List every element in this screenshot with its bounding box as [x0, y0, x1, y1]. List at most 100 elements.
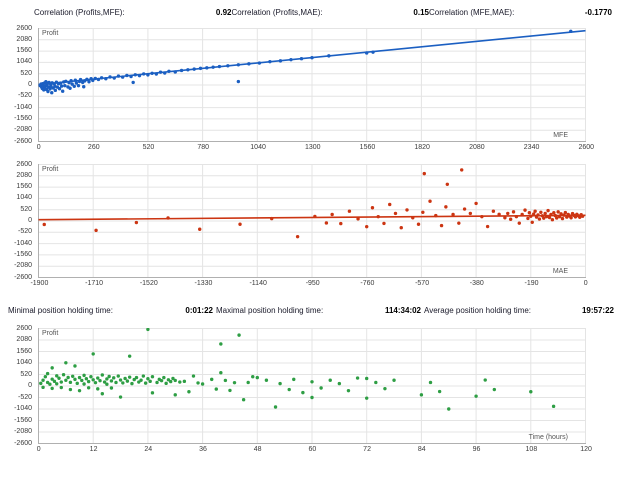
y-tick-label: 1040 [16, 58, 32, 66]
correlation-profits-mae: Correlation (Profits,MAE): 0.15 [231, 6, 428, 20]
correlation-stats-row: Correlation (Profits,MFE): 0.92 Correlat… [0, 6, 640, 20]
stat-label: Average position holding time: [424, 306, 532, 315]
x-tick-label: 1300 [304, 144, 321, 151]
profit-vs-mfe-svg [38, 28, 586, 142]
x-tick-label: 780 [197, 144, 210, 151]
y-tick-label: 1560 [16, 347, 32, 355]
profit-vs-mae-svg [38, 164, 586, 278]
profit-vs-mfe-plot: Profit MFE [38, 28, 586, 142]
stat-label: Minimal position holding time: [8, 306, 113, 315]
y-tick-label: 1560 [16, 47, 32, 55]
x-axis-labels: -1900 -1710 -1520 -1330 -1140 -950 -760 -570 -38… [30, 278, 588, 292]
y-tick-label: -2080 [14, 262, 32, 270]
x-tick-label: -1710 [85, 280, 104, 287]
y-tick-label: 2600 [16, 160, 32, 168]
x-tick-label: -1140 [249, 280, 267, 287]
y-tick-label: -2600 [14, 137, 32, 145]
x-tick-label: 48 [253, 446, 262, 453]
x-tick-label: 260 [87, 144, 100, 151]
y-tick-label: 2600 [16, 324, 32, 332]
stat-label: Correlation (MFE,MAE): [428, 8, 515, 17]
stat-value: 0:01:22 [185, 306, 213, 315]
x-tick-label: 2340 [523, 144, 540, 151]
y-tick-label: -520 [17, 228, 32, 236]
y-tick-label: 0 [28, 217, 32, 224]
maximal-holding-time: Maximal position holding time: 114:34:02 [216, 304, 421, 318]
y-tick-label: 1560 [16, 183, 32, 191]
mfe-axis-label: MFE [553, 132, 568, 139]
y-tick-label: -1560 [14, 250, 32, 258]
x-tick-label: -1900 [30, 280, 49, 287]
y-axis-labels: 2600 2080 1560 1040 520 0 -520 -1040 -1560 -2080 -… [0, 324, 34, 458]
x-tick-label: 72 [363, 446, 371, 453]
y-tick-label: -1560 [14, 114, 32, 122]
x-tick-label: 0 [583, 280, 588, 287]
y-axis-labels: 2600 2080 1560 1040 520 0 -520 -1040 -1560 -2080 -… [0, 24, 34, 156]
profit-vs-mae-plot: Profit MAE [38, 164, 586, 278]
profit-vs-holding-time-chart: 2600 2080 1560 1040 520 0 -520 -1040 -1560 -2080 -… [14, 325, 592, 458]
y-tick-label: 2080 [16, 35, 32, 43]
y-axis-labels: 2600 2080 1560 1040 520 0 -520 -1040 -1560 -2080 -… [0, 160, 34, 292]
profit-axis-label: Profit [42, 30, 59, 37]
mae-axis-label: MAE [552, 268, 568, 275]
y-tick-label: 520 [20, 205, 32, 213]
y-tick-label: -520 [17, 393, 32, 401]
x-tick-label: 2080 [469, 144, 485, 151]
y-tick-label: 1040 [16, 194, 32, 202]
y-tick-label: -520 [17, 92, 32, 100]
x-tick-label: -190 [524, 280, 539, 287]
x-tick-label: -1330 [194, 280, 213, 287]
x-tick-label: 0 [36, 144, 41, 151]
profit-vs-holding-time-plot: Profit Time (hours) [38, 328, 586, 444]
x-tick-label: -950 [305, 280, 320, 287]
x-tick-label: 1820 [414, 144, 430, 151]
x-tick-label: -1520 [139, 280, 158, 287]
y-tick-label: -1040 [14, 405, 32, 412]
x-axis-labels: 0 260 520 780 1040 1300 1560 1820 2080 2340 2600 [36, 142, 594, 156]
x-tick-label: -570 [415, 280, 430, 287]
profit-vs-holding-time-svg [38, 328, 586, 444]
x-tick-label: 96 [472, 446, 481, 453]
y-tick-label: -1040 [14, 239, 32, 247]
holding-time-stats-row: Minimal position holding time: 0:01:22 M… [0, 304, 640, 318]
x-tick-label: -380 [469, 280, 484, 287]
x-tick-label: 2600 [578, 144, 595, 151]
stat-label: Maximal position holding time: [216, 306, 324, 315]
x-tick-label: 0 [36, 446, 41, 453]
y-tick-label: 2080 [16, 336, 32, 343]
y-tick-label: -2080 [14, 428, 32, 435]
profit-vs-mfe-chart: 2600 2080 1560 1040 520 0 -520 -1040 -1560 -2080-… [14, 25, 594, 156]
stat-label: Correlation (Profits,MAE): [231, 8, 323, 17]
time-axis-label: Time (hours) [528, 434, 568, 441]
x-tick-label: 36 [199, 446, 207, 453]
profit-vs-mae-chart: 2600 2080 1560 1040 520 0 -520 -1040 -1560 -2080 -… [14, 161, 588, 292]
x-tick-label: 24 [144, 446, 153, 453]
stat-value: 114:34:02 [384, 306, 421, 315]
x-tick-label: 60 [308, 446, 317, 453]
stat-value: 0.92 [215, 8, 232, 17]
y-tick-label: 2080 [16, 171, 32, 179]
y-tick-label: 0 [28, 382, 32, 389]
stat-value: 0.15 [413, 8, 429, 17]
minimal-holding-time: Minimal position holding time: 0:01:22 [8, 304, 213, 318]
x-tick-label: 12 [89, 446, 98, 453]
profit-axis-label: Profit [42, 166, 59, 173]
y-tick-label: -1560 [14, 416, 32, 424]
y-tick-label: -2600 [14, 273, 32, 281]
stat-label: Correlation (Profits,MFE): [34, 8, 125, 17]
average-holding-time: Average position holding time: 19:57:22 [424, 304, 614, 318]
profit-axis-label: Profit [42, 330, 59, 337]
y-tick-label: 2600 [16, 24, 32, 32]
y-tick-label: -1040 [14, 103, 32, 111]
x-tick-label: -760 [360, 280, 375, 287]
stat-value: 19:57:22 [581, 306, 614, 315]
x-axis-labels: 0 12 24 36 48 60 72 84 96 108 120 [36, 444, 592, 458]
x-tick-label: 108 [525, 446, 538, 453]
y-tick-label: 520 [20, 69, 32, 77]
y-tick-label: -2600 [14, 439, 32, 447]
x-tick-label: 84 [417, 446, 426, 453]
x-tick-label: 1560 [359, 144, 376, 151]
x-tick-label: 1040 [250, 144, 266, 151]
y-tick-label: 0 [28, 81, 32, 88]
